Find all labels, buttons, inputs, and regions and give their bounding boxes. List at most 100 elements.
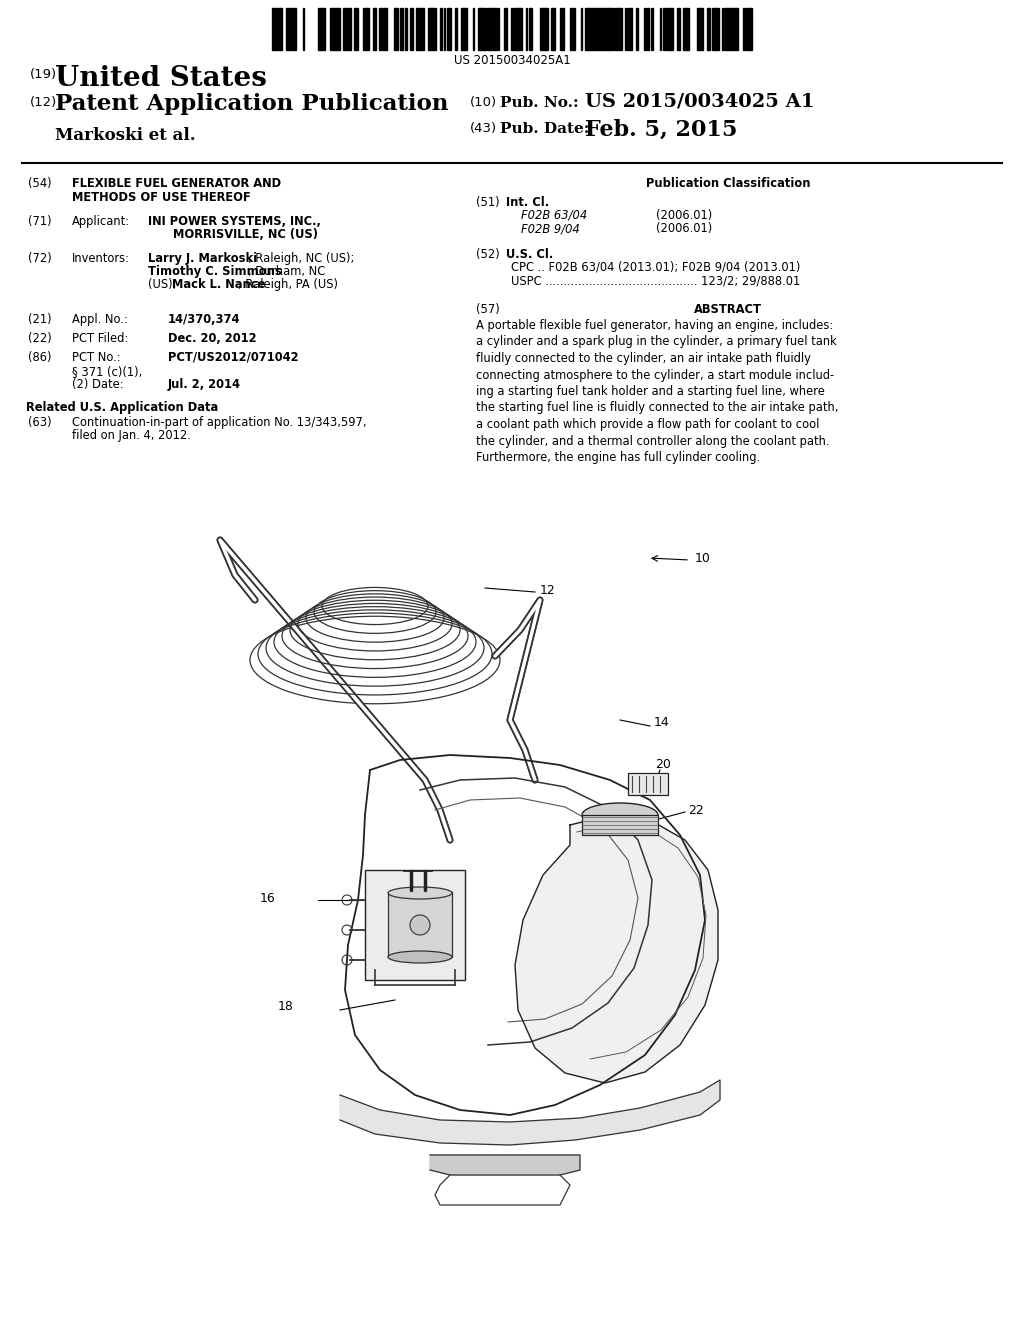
Bar [572,8,575,50]
Bar [529,8,532,50]
Text: (22): (22) [28,333,52,345]
Text: PCT No.:: PCT No.: [72,351,121,364]
Text: (51): (51) [476,195,500,209]
Bar [511,8,512,50]
Text: , Raleigh, NC (US);: , Raleigh, NC (US); [248,252,354,265]
Bar [735,8,738,50]
Bar [346,8,350,50]
Bar [272,8,273,50]
Text: US 20150034025A1: US 20150034025A1 [454,54,570,67]
Bar [618,8,622,50]
Bar [582,814,658,836]
Bar [610,8,613,50]
Text: USPC .......................................... 123/2; 29/888.01: USPC ...................................… [511,275,800,286]
Bar [418,8,420,50]
Bar [700,8,703,50]
Bar [462,8,464,50]
Bar [697,8,700,50]
Text: (19): (19) [30,69,57,81]
Text: 14/370,374: 14/370,374 [168,313,241,326]
Bar [569,8,571,50]
Bar [399,8,402,50]
Text: Mack L. Nance: Mack L. Nance [172,279,265,290]
Bar [709,8,710,50]
Ellipse shape [410,915,430,935]
Text: Inventors:: Inventors: [72,252,130,265]
Bar [743,8,745,50]
Text: (54): (54) [28,177,51,190]
Bar [746,8,748,50]
Text: A portable flexible fuel generator, having an engine, includes:
a cylinder and a: A portable flexible fuel generator, havi… [476,319,839,465]
Bar [286,8,289,50]
Text: , Raleigh, PA (US): , Raleigh, PA (US) [238,279,338,290]
Bar [330,8,332,50]
Text: F02B 63/04: F02B 63/04 [521,209,587,222]
Bar [410,8,413,50]
Text: (63): (63) [28,416,51,429]
Bar [687,8,688,50]
Text: (12): (12) [30,96,57,110]
Bar [428,8,431,50]
Ellipse shape [388,887,452,899]
Bar [395,8,397,50]
Text: (57): (57) [476,304,500,315]
Text: 18: 18 [278,1001,294,1014]
Text: FLEXIBLE FUEL GENERATOR AND: FLEXIBLE FUEL GENERATOR AND [72,177,282,190]
Text: (10): (10) [470,96,497,110]
Text: ABSTRACT: ABSTRACT [694,304,762,315]
Bar [420,8,424,50]
Bar [643,8,645,50]
Bar [722,8,724,50]
Bar [490,8,494,50]
Bar [540,8,544,50]
Text: Continuation-in-part of application No. 13/343,597,: Continuation-in-part of application No. … [72,416,367,429]
Bar [552,8,555,50]
Bar [515,8,518,50]
Bar [731,8,735,50]
Text: INI POWER SYSTEMS, INC.,: INI POWER SYSTEMS, INC., [148,215,321,228]
Text: Timothy C. Simmons: Timothy C. Simmons [148,265,282,279]
Bar [482,8,486,50]
Polygon shape [515,814,718,1082]
Text: 20: 20 [655,759,671,771]
Bar [480,8,482,50]
Text: 22: 22 [688,804,703,817]
Text: Markoski et al.: Markoski et al. [55,127,196,144]
Bar [446,8,451,50]
Text: (43): (43) [470,121,497,135]
Bar [281,8,282,50]
Bar [670,8,673,50]
Text: United States: United States [55,65,267,92]
Text: F02B 9/04: F02B 9/04 [521,222,580,235]
Text: MORRISVILLE, NC (US): MORRISVILLE, NC (US) [173,228,318,242]
Bar [478,8,480,50]
Bar [614,8,618,50]
Bar [590,8,594,50]
Bar [379,8,382,50]
Text: 10: 10 [695,552,711,565]
Bar [628,774,668,795]
Polygon shape [340,1080,720,1144]
Text: § 371 (c)(1),: § 371 (c)(1), [72,366,142,378]
Text: (US);: (US); [148,279,180,290]
FancyBboxPatch shape [365,870,465,979]
Bar [748,8,750,50]
Bar [276,8,280,50]
Text: filed on Jan. 4, 2012.: filed on Jan. 4, 2012. [72,429,190,442]
Text: Appl. No.:: Appl. No.: [72,313,128,326]
Text: PCT Filed:: PCT Filed: [72,333,128,345]
Bar [338,8,340,50]
Bar [581,8,582,50]
Bar [342,8,346,50]
Bar [416,8,418,50]
Bar [464,8,466,50]
Bar [487,8,490,50]
Bar [388,892,452,957]
Bar [601,8,605,50]
Bar [332,8,336,50]
Bar [730,8,731,50]
Text: 16: 16 [260,891,275,904]
Bar [683,8,687,50]
Text: (52): (52) [476,248,500,261]
Bar [659,8,662,50]
